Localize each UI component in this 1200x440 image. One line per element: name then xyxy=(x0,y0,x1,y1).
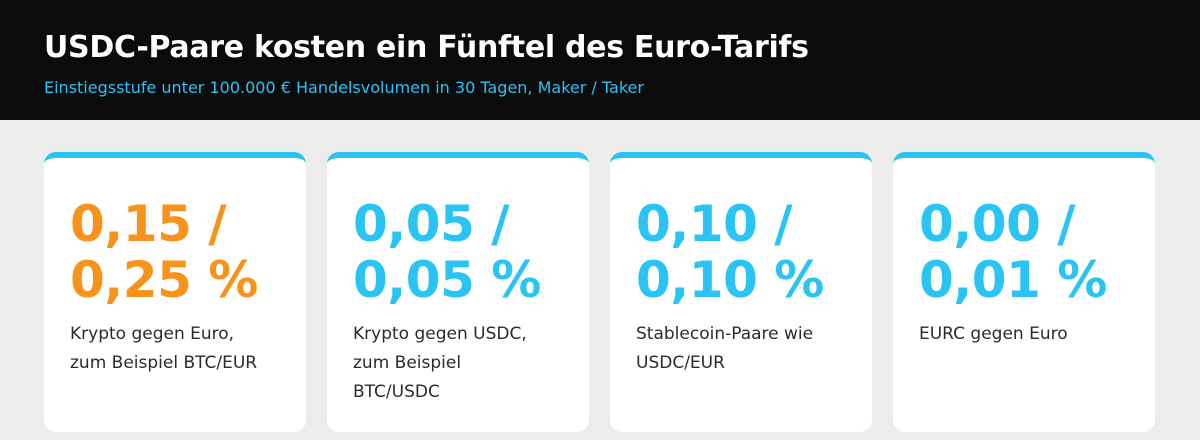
description-line: Stablecoin-Paare wie xyxy=(636,324,814,344)
title: USDC-Paare kosten ein Fünftel des Euro-T… xyxy=(44,30,809,65)
card: 0,05 /0,05 % Krypto gegen USDC, zum Beispi… xyxy=(327,152,589,432)
card-description: EURC gegen Euro xyxy=(919,320,1068,349)
value-line: 0,25 % xyxy=(70,251,258,309)
card-description: Krypto gegen USDC, zum Beispiel BTC/USDC xyxy=(353,320,527,407)
description-line: Krypto gegen Euro, xyxy=(70,324,235,344)
value-line: 0,01 % xyxy=(919,251,1107,309)
description-line: EURC gegen Euro xyxy=(919,324,1068,344)
description-line: zum Beispiel xyxy=(353,353,462,373)
subtitle: Einstiegsstufe unter 100.000 € Handelsvo… xyxy=(44,78,644,97)
card-value: 0,05 /0,05 % xyxy=(353,196,541,308)
value-line: 0,05 / xyxy=(353,195,510,253)
card: 0,15 /0,25 % Krypto gegen Euro, zum Beispi… xyxy=(44,152,306,432)
card-value: 0,10 /0,10 % xyxy=(636,196,824,308)
value-line: 0,15 / xyxy=(70,195,227,253)
card-value: 0,15 /0,25 % xyxy=(70,196,258,308)
value-line: 0,10 / xyxy=(636,195,793,253)
card: 0,00 /0,01 % EURC gegen Euro xyxy=(893,152,1155,432)
description-line: zum Beispiel BTC/EUR xyxy=(70,353,258,373)
description-line: USDC/EUR xyxy=(636,353,725,373)
value-line: 0,00 / xyxy=(919,195,1076,253)
card: 0,10 /0,10 % Stablecoin-Paare wie USDC/EUR xyxy=(610,152,872,432)
card-description: Stablecoin-Paare wie USDC/EUR xyxy=(636,320,813,378)
description-line: Krypto gegen USDC, xyxy=(353,324,527,344)
card-value: 0,00 /0,01 % xyxy=(919,196,1107,308)
card-description: Krypto gegen Euro, zum Beispiel BTC/EUR xyxy=(70,320,257,378)
header: USDC-Paare kosten ein Fünftel des Euro-T… xyxy=(0,0,1200,120)
description-line: BTC/USDC xyxy=(353,382,440,402)
value-line: 0,10 % xyxy=(636,251,824,309)
value-line: 0,05 % xyxy=(353,251,541,309)
